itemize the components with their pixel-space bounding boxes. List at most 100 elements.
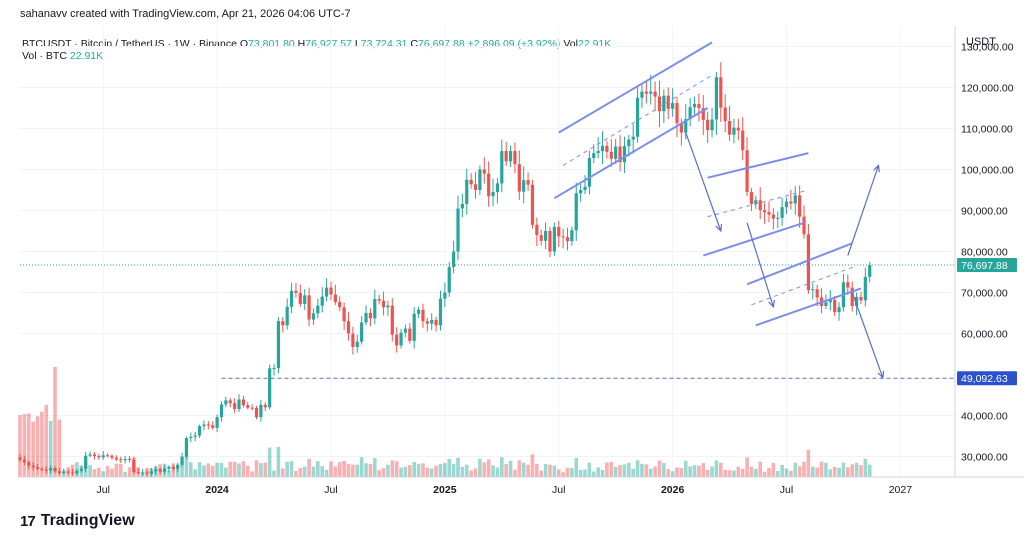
volume-bar bbox=[228, 461, 233, 477]
candle-body bbox=[741, 130, 745, 151]
price-badges: 76,697.88 49,092.63 bbox=[957, 258, 1017, 386]
candle-body bbox=[863, 276, 867, 301]
candle-body bbox=[627, 139, 631, 147]
candle-body bbox=[303, 295, 307, 304]
volume-bar bbox=[381, 468, 386, 477]
volume-bar bbox=[105, 466, 110, 477]
candle-body bbox=[837, 307, 841, 313]
volume-bar bbox=[298, 468, 303, 477]
candle-body bbox=[416, 309, 421, 314]
channel-line bbox=[755, 287, 862, 327]
tradingview-logo[interactable]: 17 TradingView bbox=[20, 512, 135, 530]
candle-body bbox=[377, 299, 381, 301]
candle-body bbox=[780, 207, 784, 218]
currency-label[interactable]: USDT bbox=[966, 36, 996, 48]
candle-body bbox=[263, 404, 267, 408]
volume-bar bbox=[591, 471, 596, 477]
volume-bar bbox=[683, 460, 688, 477]
support-level-badge-label: 49,092.63 bbox=[961, 373, 1008, 385]
support-level-badge-bg bbox=[957, 371, 1017, 386]
volume-bar bbox=[627, 462, 631, 477]
channel-line bbox=[558, 41, 713, 134]
volume-bar bbox=[561, 472, 565, 477]
volume-bar bbox=[399, 467, 403, 477]
candle-body bbox=[167, 466, 171, 469]
candle-body bbox=[49, 467, 53, 471]
candle-body bbox=[784, 201, 789, 208]
volume-bar bbox=[320, 466, 325, 477]
candle-body bbox=[184, 438, 189, 457]
volume-bar bbox=[675, 467, 679, 477]
volume-bar bbox=[727, 470, 732, 477]
volume-bar bbox=[31, 421, 35, 477]
x-tick-label: Jul bbox=[552, 484, 565, 496]
candle-body bbox=[136, 472, 140, 474]
volume-bar bbox=[714, 460, 719, 477]
volume-bar bbox=[732, 470, 736, 477]
candle-body bbox=[789, 201, 793, 204]
volume-bar bbox=[412, 461, 416, 477]
candle-body bbox=[285, 306, 289, 326]
volume-bar bbox=[539, 470, 544, 477]
volume-legend-label[interactable]: Vol · BTC bbox=[22, 50, 67, 62]
x-tick-label: 2026 bbox=[661, 484, 685, 496]
volume-bar bbox=[697, 465, 701, 477]
candle-body bbox=[250, 407, 254, 409]
candle-body bbox=[31, 465, 35, 468]
volume-bar bbox=[40, 411, 44, 477]
volume-bar bbox=[837, 467, 841, 477]
volume-bar bbox=[644, 464, 649, 477]
volume-bar bbox=[740, 468, 745, 477]
candle-body bbox=[390, 305, 394, 335]
volume-bar bbox=[464, 464, 469, 477]
candle-body bbox=[57, 471, 62, 473]
candle-body bbox=[22, 459, 26, 463]
projection-arrow bbox=[685, 132, 722, 232]
volume-bar bbox=[635, 460, 640, 477]
candle-body bbox=[850, 287, 854, 307]
candle-body bbox=[776, 217, 780, 219]
volume-bar bbox=[193, 469, 197, 477]
volume-bar bbox=[854, 462, 859, 477]
candle-body bbox=[79, 468, 83, 471]
candle-body bbox=[228, 400, 232, 404]
volume-bar bbox=[18, 415, 22, 477]
candle-body bbox=[119, 459, 123, 461]
volume-bar bbox=[355, 464, 360, 477]
brand-name: TradingView bbox=[40, 512, 135, 529]
high-label: H bbox=[297, 38, 306, 50]
volume-bar bbox=[429, 468, 434, 477]
volume-bar bbox=[609, 461, 614, 477]
volume-bar bbox=[846, 467, 850, 477]
candle-body bbox=[592, 153, 596, 159]
volume-bar bbox=[867, 464, 872, 477]
candle-body bbox=[600, 145, 605, 152]
volume-bar bbox=[666, 469, 671, 477]
channel-line bbox=[746, 242, 853, 286]
volume-bar bbox=[294, 470, 298, 477]
volume-bar bbox=[285, 461, 289, 477]
candle-body bbox=[18, 457, 22, 460]
volume-bar bbox=[859, 465, 863, 477]
volume-bar bbox=[197, 462, 202, 477]
volume-bar bbox=[723, 469, 727, 477]
candle-body bbox=[351, 333, 355, 348]
volume-bar bbox=[118, 463, 123, 477]
x-tick-label: Jul bbox=[780, 484, 793, 496]
projection-arrow bbox=[746, 222, 774, 308]
volume-bar bbox=[342, 460, 346, 477]
candle-body bbox=[412, 313, 416, 341]
candle-body bbox=[329, 287, 333, 295]
volume-bar bbox=[425, 467, 430, 477]
volume-bar bbox=[250, 471, 254, 477]
candle-body bbox=[149, 471, 153, 474]
volume-legend: Vol · BTC 22.91K bbox=[22, 50, 103, 62]
volume-bar bbox=[513, 469, 517, 477]
volume-bar bbox=[605, 462, 609, 477]
y-tick-label: 90,000.00 bbox=[961, 206, 1008, 218]
channel-midline bbox=[751, 265, 857, 306]
creator-caption: sahanavv created with TradingView.com, A… bbox=[20, 8, 351, 20]
volume-legend-value: 22.91K bbox=[69, 50, 104, 62]
volume-bar bbox=[394, 461, 399, 477]
